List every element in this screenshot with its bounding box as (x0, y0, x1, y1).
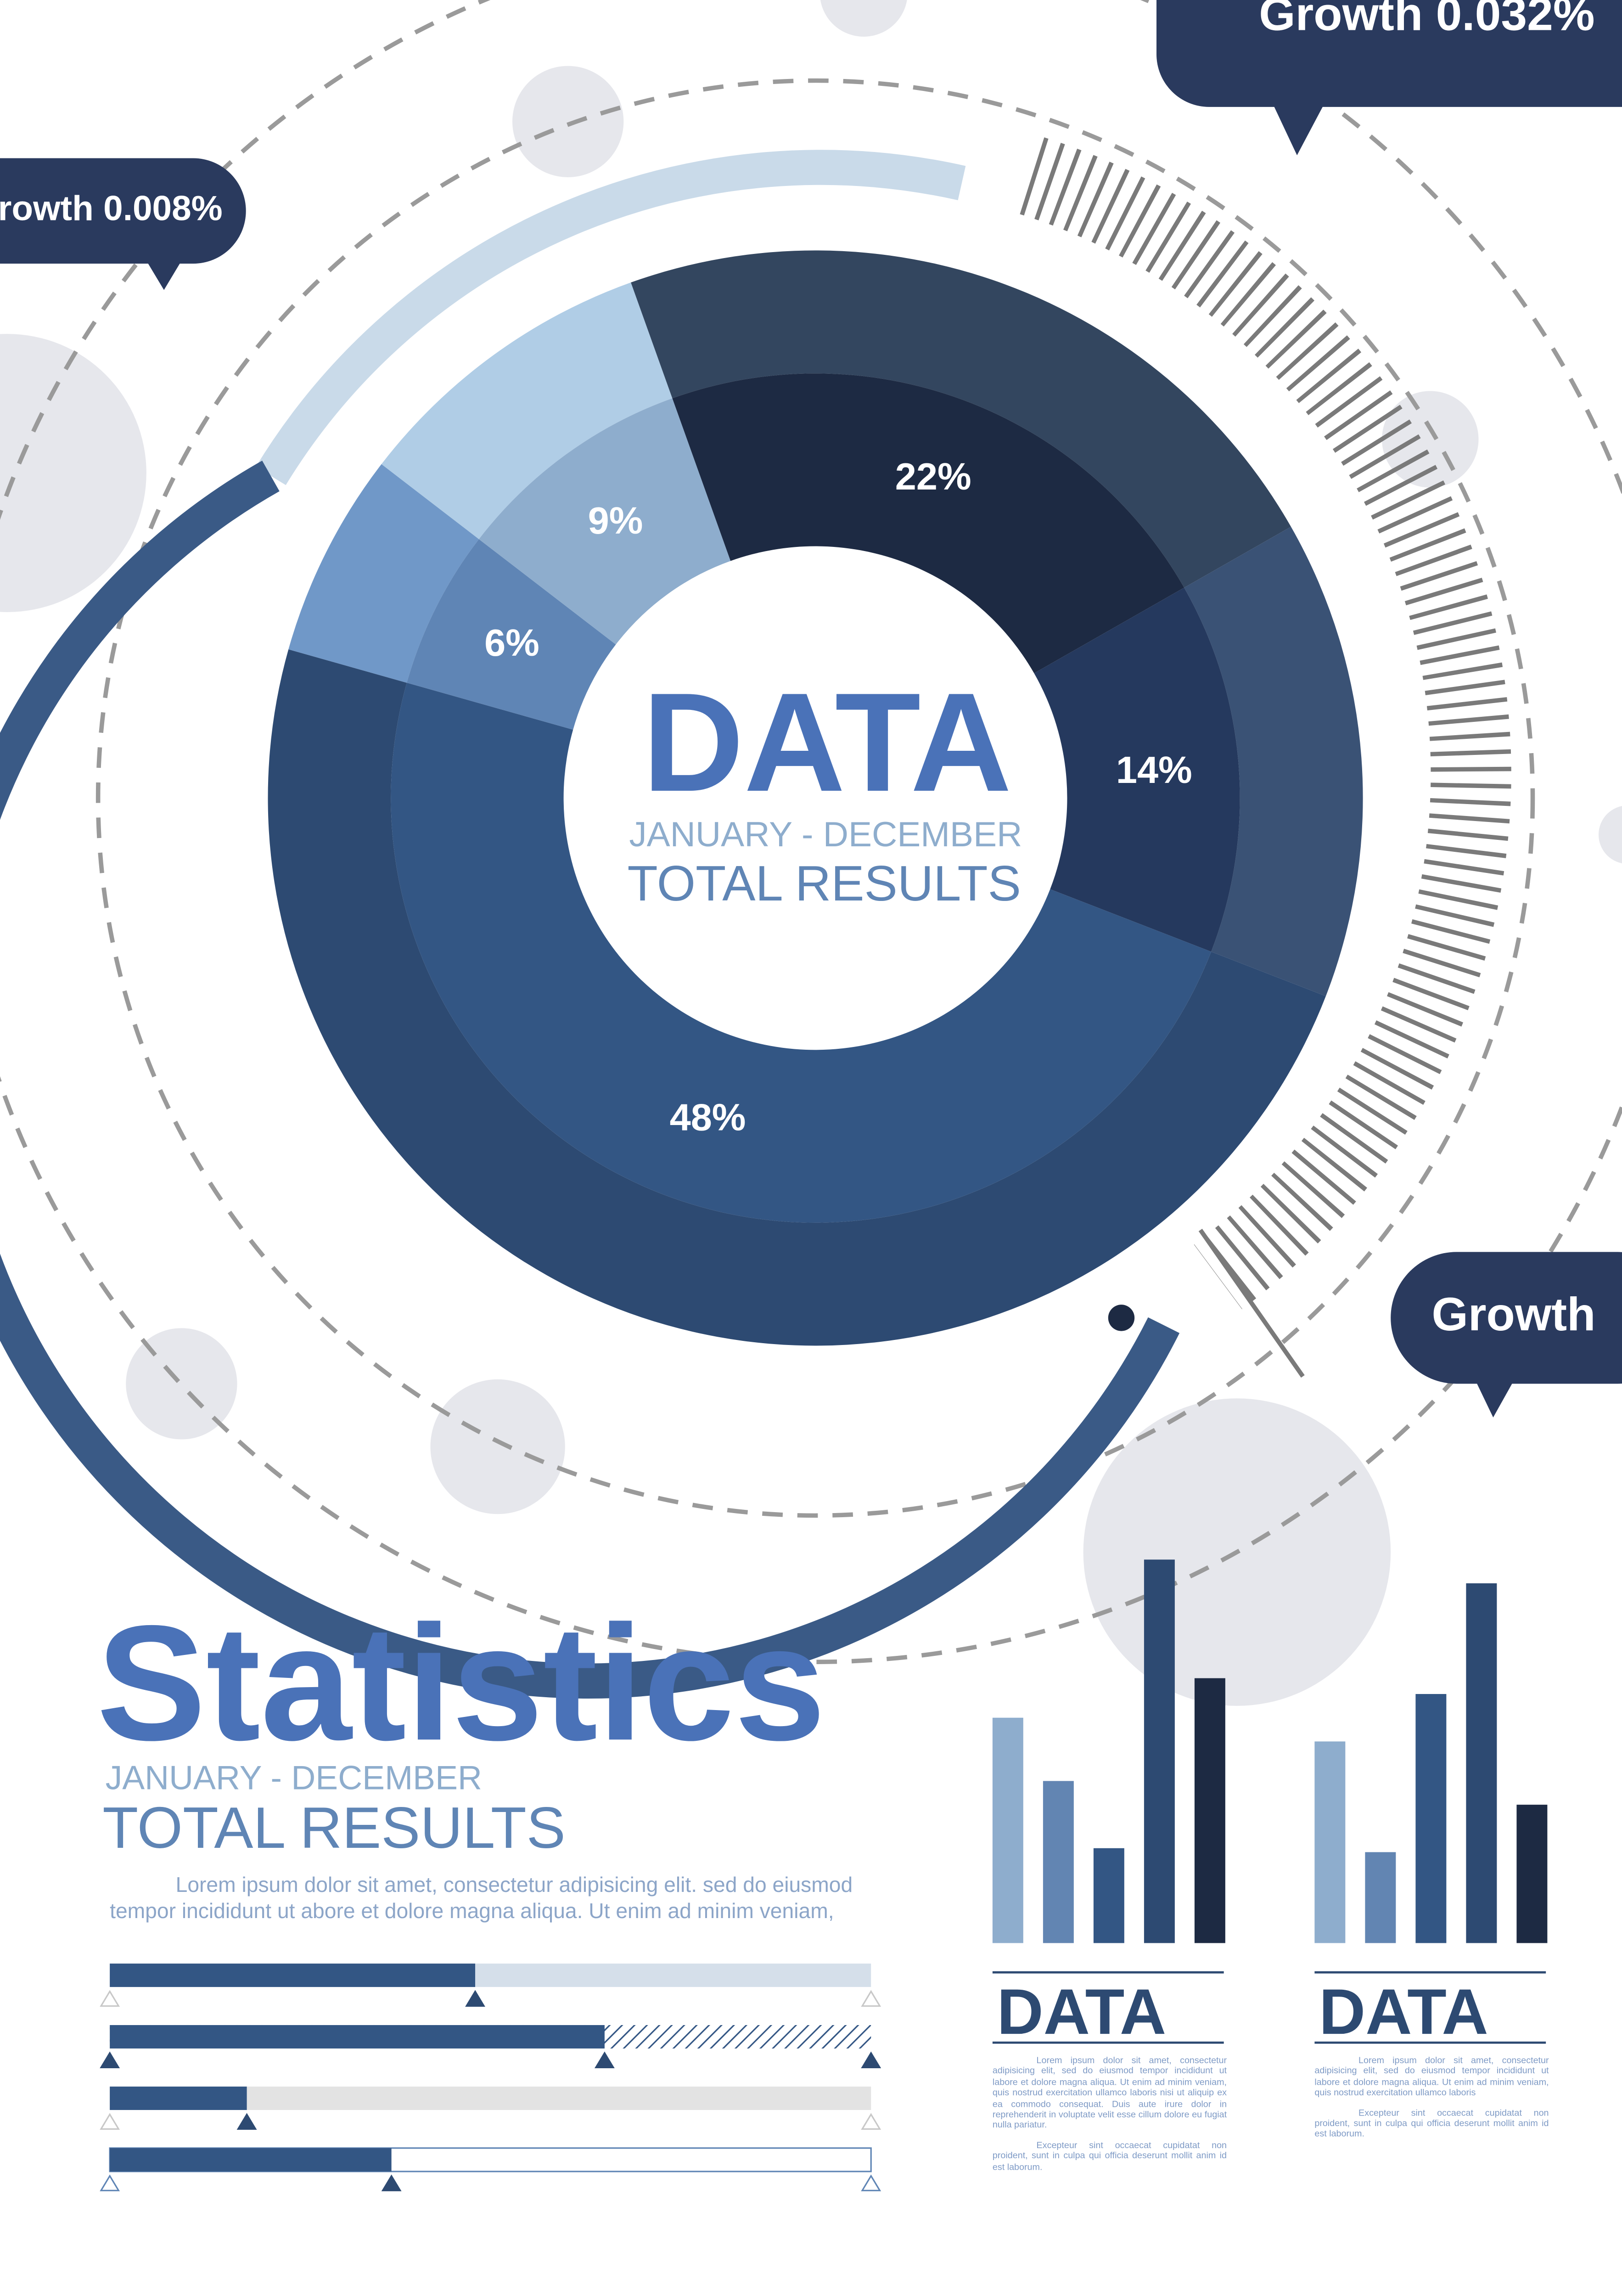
bar (1144, 1559, 1175, 1943)
donut-slice-inner (407, 539, 616, 730)
bubble-text: Growth 0.032% (1259, 0, 1594, 40)
statistics-block: Statistics JANUARY - DECEMBER TOTAL RESU… (96, 1591, 853, 1923)
bar-chart-title: DATA (997, 1975, 1166, 2048)
marker (861, 2113, 881, 2130)
marker (861, 2174, 881, 2191)
bar (1043, 1781, 1074, 1943)
paragraph: Excepteur sint occaecat cupidatat non pr… (992, 2140, 1227, 2172)
bubble-text: Growth (1431, 1288, 1595, 1340)
progress-fill (110, 2086, 247, 2110)
statistics-caption: TOTAL RESULTS (102, 1795, 566, 1861)
bar-chart-text: Lorem ipsum dolor sit amet, consectetur … (993, 2056, 1227, 2173)
marker (861, 1990, 881, 2007)
donut-subtitle: JANUARY - DECEMBER (629, 815, 1022, 854)
donut-slice-outer (631, 250, 1291, 588)
marker (236, 2113, 257, 2130)
bar (1194, 1678, 1225, 1943)
marker (381, 2174, 402, 2191)
bar (1365, 1852, 1396, 1943)
progress-fill (110, 1964, 476, 1987)
donut-label: 9% (588, 499, 643, 542)
donut-slice-inner (672, 373, 1184, 674)
donut-label: 14% (1116, 748, 1192, 791)
donut-center: DATA JANUARY - DECEMBER TOTAL RESULTS (627, 664, 1022, 911)
donut-chart: 22% 14% 48% 6% 9% (268, 250, 1363, 1346)
bar (1314, 1741, 1346, 1943)
donut-slice-outer (1184, 527, 1363, 996)
bar (992, 1717, 1023, 1943)
growth-bubbles: Growth 0.008% Growth 0.032% Growth (0, 0, 1622, 1418)
progress-fill (110, 2025, 605, 2049)
text-block: Lorem ipsum dolor sit amet, consectetur … (1314, 2056, 1549, 2140)
marker (100, 2174, 120, 2191)
progress-bars (100, 1964, 881, 2191)
donut-label: 22% (895, 455, 971, 498)
marker (100, 2051, 120, 2069)
marker (465, 1990, 485, 2007)
paragraph: Excepteur sint occaecat cupidatat non pr… (1314, 2108, 1549, 2140)
text-block: Lorem ipsum dolor sit amet, consectetur … (993, 2056, 1227, 2173)
bar-chart-title: DATA (1319, 1975, 1488, 2048)
statistics-title: Statistics (96, 1591, 825, 1774)
marker (861, 2051, 881, 2069)
donut-caption: TOTAL RESULTS (627, 855, 1021, 911)
bar (1516, 1805, 1548, 1943)
donut-slice-outer (268, 649, 1326, 1346)
donut-title: DATA (642, 664, 1012, 821)
bar (1415, 1694, 1447, 1943)
statistics-body: tempor incididunt ut abore et dolore mag… (110, 1899, 834, 1923)
donut-label: 6% (484, 621, 539, 664)
bubble-text: Growth 0.008% (0, 189, 223, 228)
marker (100, 1990, 120, 2007)
paragraph: Lorem ipsum dolor sit amet, consectetur … (992, 2055, 1227, 2131)
marker (100, 2113, 120, 2130)
paragraph: Lorem ipsum dolor sit amet, consectetur … (1314, 2055, 1549, 2099)
donut-label: 48% (670, 1096, 746, 1138)
bar-chart-text: Lorem ipsum dolor sit amet, consectetur … (1314, 2056, 1549, 2140)
bar (1466, 1583, 1497, 1943)
statistics-subtitle: JANUARY - DECEMBER (106, 1759, 482, 1797)
donut-slice-outer (381, 282, 673, 540)
donut-slice-inner (479, 398, 731, 645)
donut-slice-inner (1034, 587, 1240, 952)
donut-slice-inner (391, 682, 1212, 1223)
bar (1093, 1848, 1124, 1943)
donut-slice-outer (288, 464, 479, 683)
progress-fill (110, 2148, 392, 2172)
marker (594, 2051, 615, 2069)
statistics-body: Lorem ipsum dolor sit amet, consectetur … (176, 1873, 853, 1896)
